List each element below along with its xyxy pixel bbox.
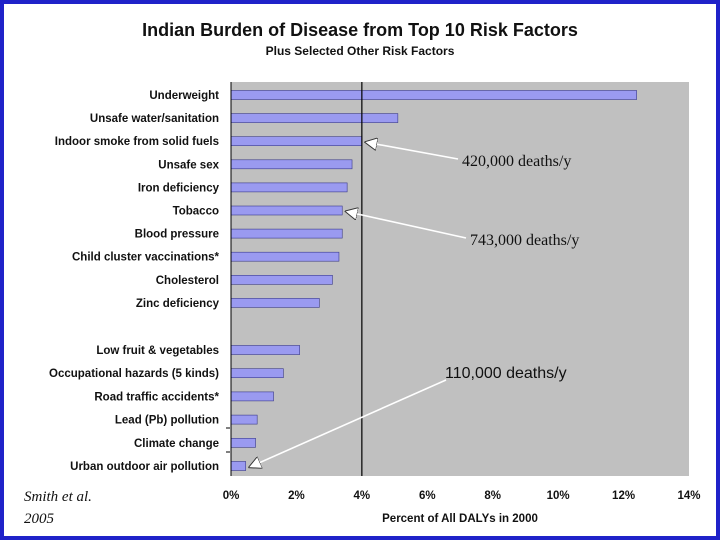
bar [230, 205, 343, 216]
bar [230, 182, 348, 193]
category-label: Lead (Pb) pollution [115, 415, 219, 427]
bar [230, 437, 256, 448]
category-label: Urban outdoor air pollution [70, 461, 219, 473]
x-axis-label: Percent of All DALYs in 2000 [382, 513, 538, 525]
category-label: Tobacco [173, 206, 219, 218]
annotation-text: 420,000 deaths/y [462, 153, 571, 170]
x-tick-label: 8% [484, 490, 501, 502]
chart-subtitle: Plus Selected Other Risk Factors [265, 44, 455, 58]
chart-title: Indian Burden of Disease from Top 10 Ris… [142, 20, 578, 40]
category-label: Unsafe water/sanitation [90, 113, 219, 125]
x-tick-label: 14% [677, 490, 700, 502]
annotation-arrow [366, 142, 459, 160]
bar [230, 113, 399, 123]
bar [230, 345, 300, 355]
citation-line-1: Smith et al. [24, 489, 92, 505]
category-label: Iron deficiency [138, 182, 220, 194]
annotation-arrow [250, 379, 447, 467]
category-label: Low fruit & vegetables [96, 345, 219, 357]
category-label: Child cluster vaccinations* [72, 252, 220, 264]
bar [230, 274, 333, 285]
annotation-text: 110,000 deaths/y [445, 365, 567, 382]
category-label: Blood pressure [135, 229, 219, 241]
citation: Smith et al. 2005 [24, 486, 92, 530]
bar [230, 90, 637, 100]
category-label: Cholesterol [156, 275, 219, 287]
x-tick-label: 10% [547, 490, 570, 502]
category-label: Zinc deficiency [136, 298, 220, 310]
bar [230, 136, 363, 146]
category-label: Climate change [134, 438, 219, 450]
bar [230, 368, 284, 379]
x-tick-label: 0% [223, 490, 240, 502]
bar [230, 461, 247, 471]
category-label: Occupational hazards (5 kinds) [49, 368, 219, 380]
citation-line-2: 2005 [24, 511, 54, 527]
x-tick-label: 4% [354, 490, 371, 502]
annotation-text: 743,000 deaths/y [470, 232, 579, 249]
bar [230, 391, 274, 402]
category-label: Unsafe sex [158, 159, 219, 171]
annotation-arrow [346, 212, 467, 239]
category-label: Underweight [149, 90, 219, 102]
bar [230, 298, 320, 308]
bar [230, 414, 258, 425]
category-label: Road traffic accidents* [94, 391, 219, 403]
x-tick-label: 6% [419, 490, 436, 502]
x-tick-label: 2% [288, 490, 305, 502]
x-tick-label: 12% [612, 490, 635, 502]
bar [230, 251, 340, 262]
bar [230, 159, 353, 170]
category-label: Indoor smoke from solid fuels [55, 136, 219, 148]
bar [230, 228, 343, 239]
